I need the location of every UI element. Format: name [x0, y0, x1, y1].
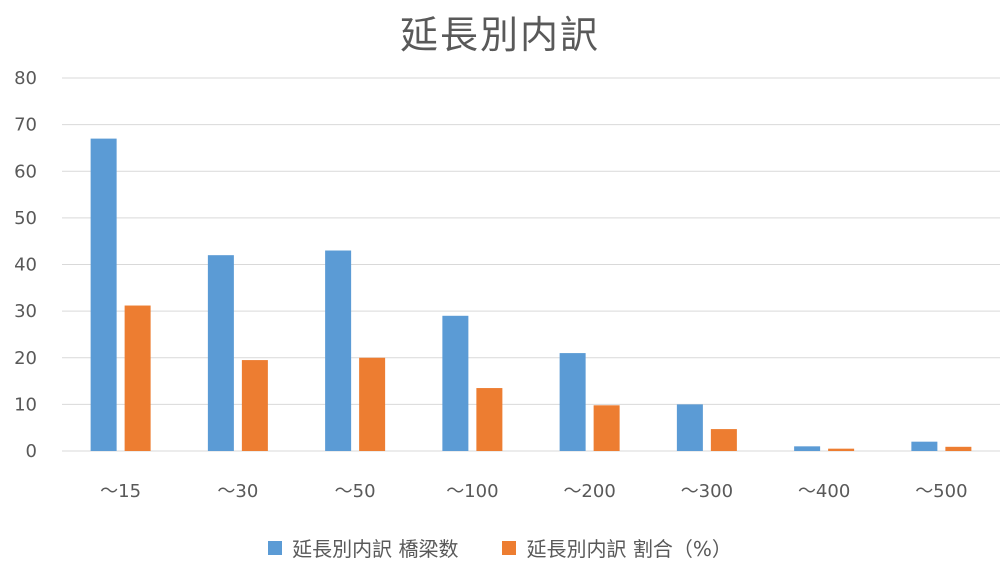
y-tick-label: 0 [26, 441, 37, 462]
legend-swatch-ratio [502, 540, 517, 555]
legend-item-bridge-count: 延長別内訳 橋梁数 [268, 533, 458, 562]
y-tick-label: 10 [14, 394, 37, 415]
y-tick-label: 50 [14, 208, 37, 229]
chart-title: 延長別内訳 [399, 13, 600, 57]
legend-label-bridge-count: 延長別内訳 橋梁数 [292, 537, 459, 561]
y-tick-label: 80 [14, 68, 37, 89]
bar-bridge-count [794, 446, 821, 451]
bar-ratio [710, 429, 737, 451]
x-tick-label: ～200 [563, 481, 615, 502]
y-tick-label: 20 [14, 348, 37, 369]
bar-ratio [476, 388, 503, 451]
bar-bridge-count [559, 353, 586, 451]
x-tick-label: ～30 [217, 481, 258, 502]
y-tick-label: 40 [14, 255, 37, 276]
x-tick-label: ～300 [681, 481, 733, 502]
legend-item-ratio: 延長別内訳 割合（%） [502, 533, 732, 562]
bar-bridge-count [911, 441, 938, 451]
bar-bridge-count [90, 138, 117, 452]
legend-label-ratio: 延長別内訳 割合（%） [526, 537, 732, 561]
x-tick-label: ～500 [915, 481, 967, 502]
y-tick-label: 60 [14, 161, 37, 182]
bar-ratio [124, 305, 151, 451]
bar-bridge-count [442, 315, 469, 451]
legend-swatch-bridge-count [268, 540, 283, 555]
y-tick-label: 70 [14, 115, 37, 136]
bar-bridge-count [207, 255, 234, 451]
bar-ratio [241, 360, 268, 451]
legend: 延長別内訳 橋梁数 延長別内訳 割合（%） [0, 533, 1000, 562]
bar-ratio [593, 405, 620, 451]
x-tick-label: ～100 [446, 481, 498, 502]
y-tick-label: 30 [14, 301, 37, 322]
plot-area: 0 10 20 30 40 50 60 70 80 ～15 ～30 ～50 ～100 ～200 ～300 ～4… [14, 68, 1000, 502]
bar-bridge-count [676, 404, 703, 451]
bar-ratio [828, 448, 855, 451]
bar-ratio [359, 357, 386, 451]
x-tick-label: ～50 [335, 481, 376, 502]
x-tick-label: ～15 [100, 481, 141, 502]
bar-bridge-count [325, 250, 352, 451]
bar-ratio [945, 446, 972, 451]
x-tick-label: ～400 [798, 481, 850, 502]
